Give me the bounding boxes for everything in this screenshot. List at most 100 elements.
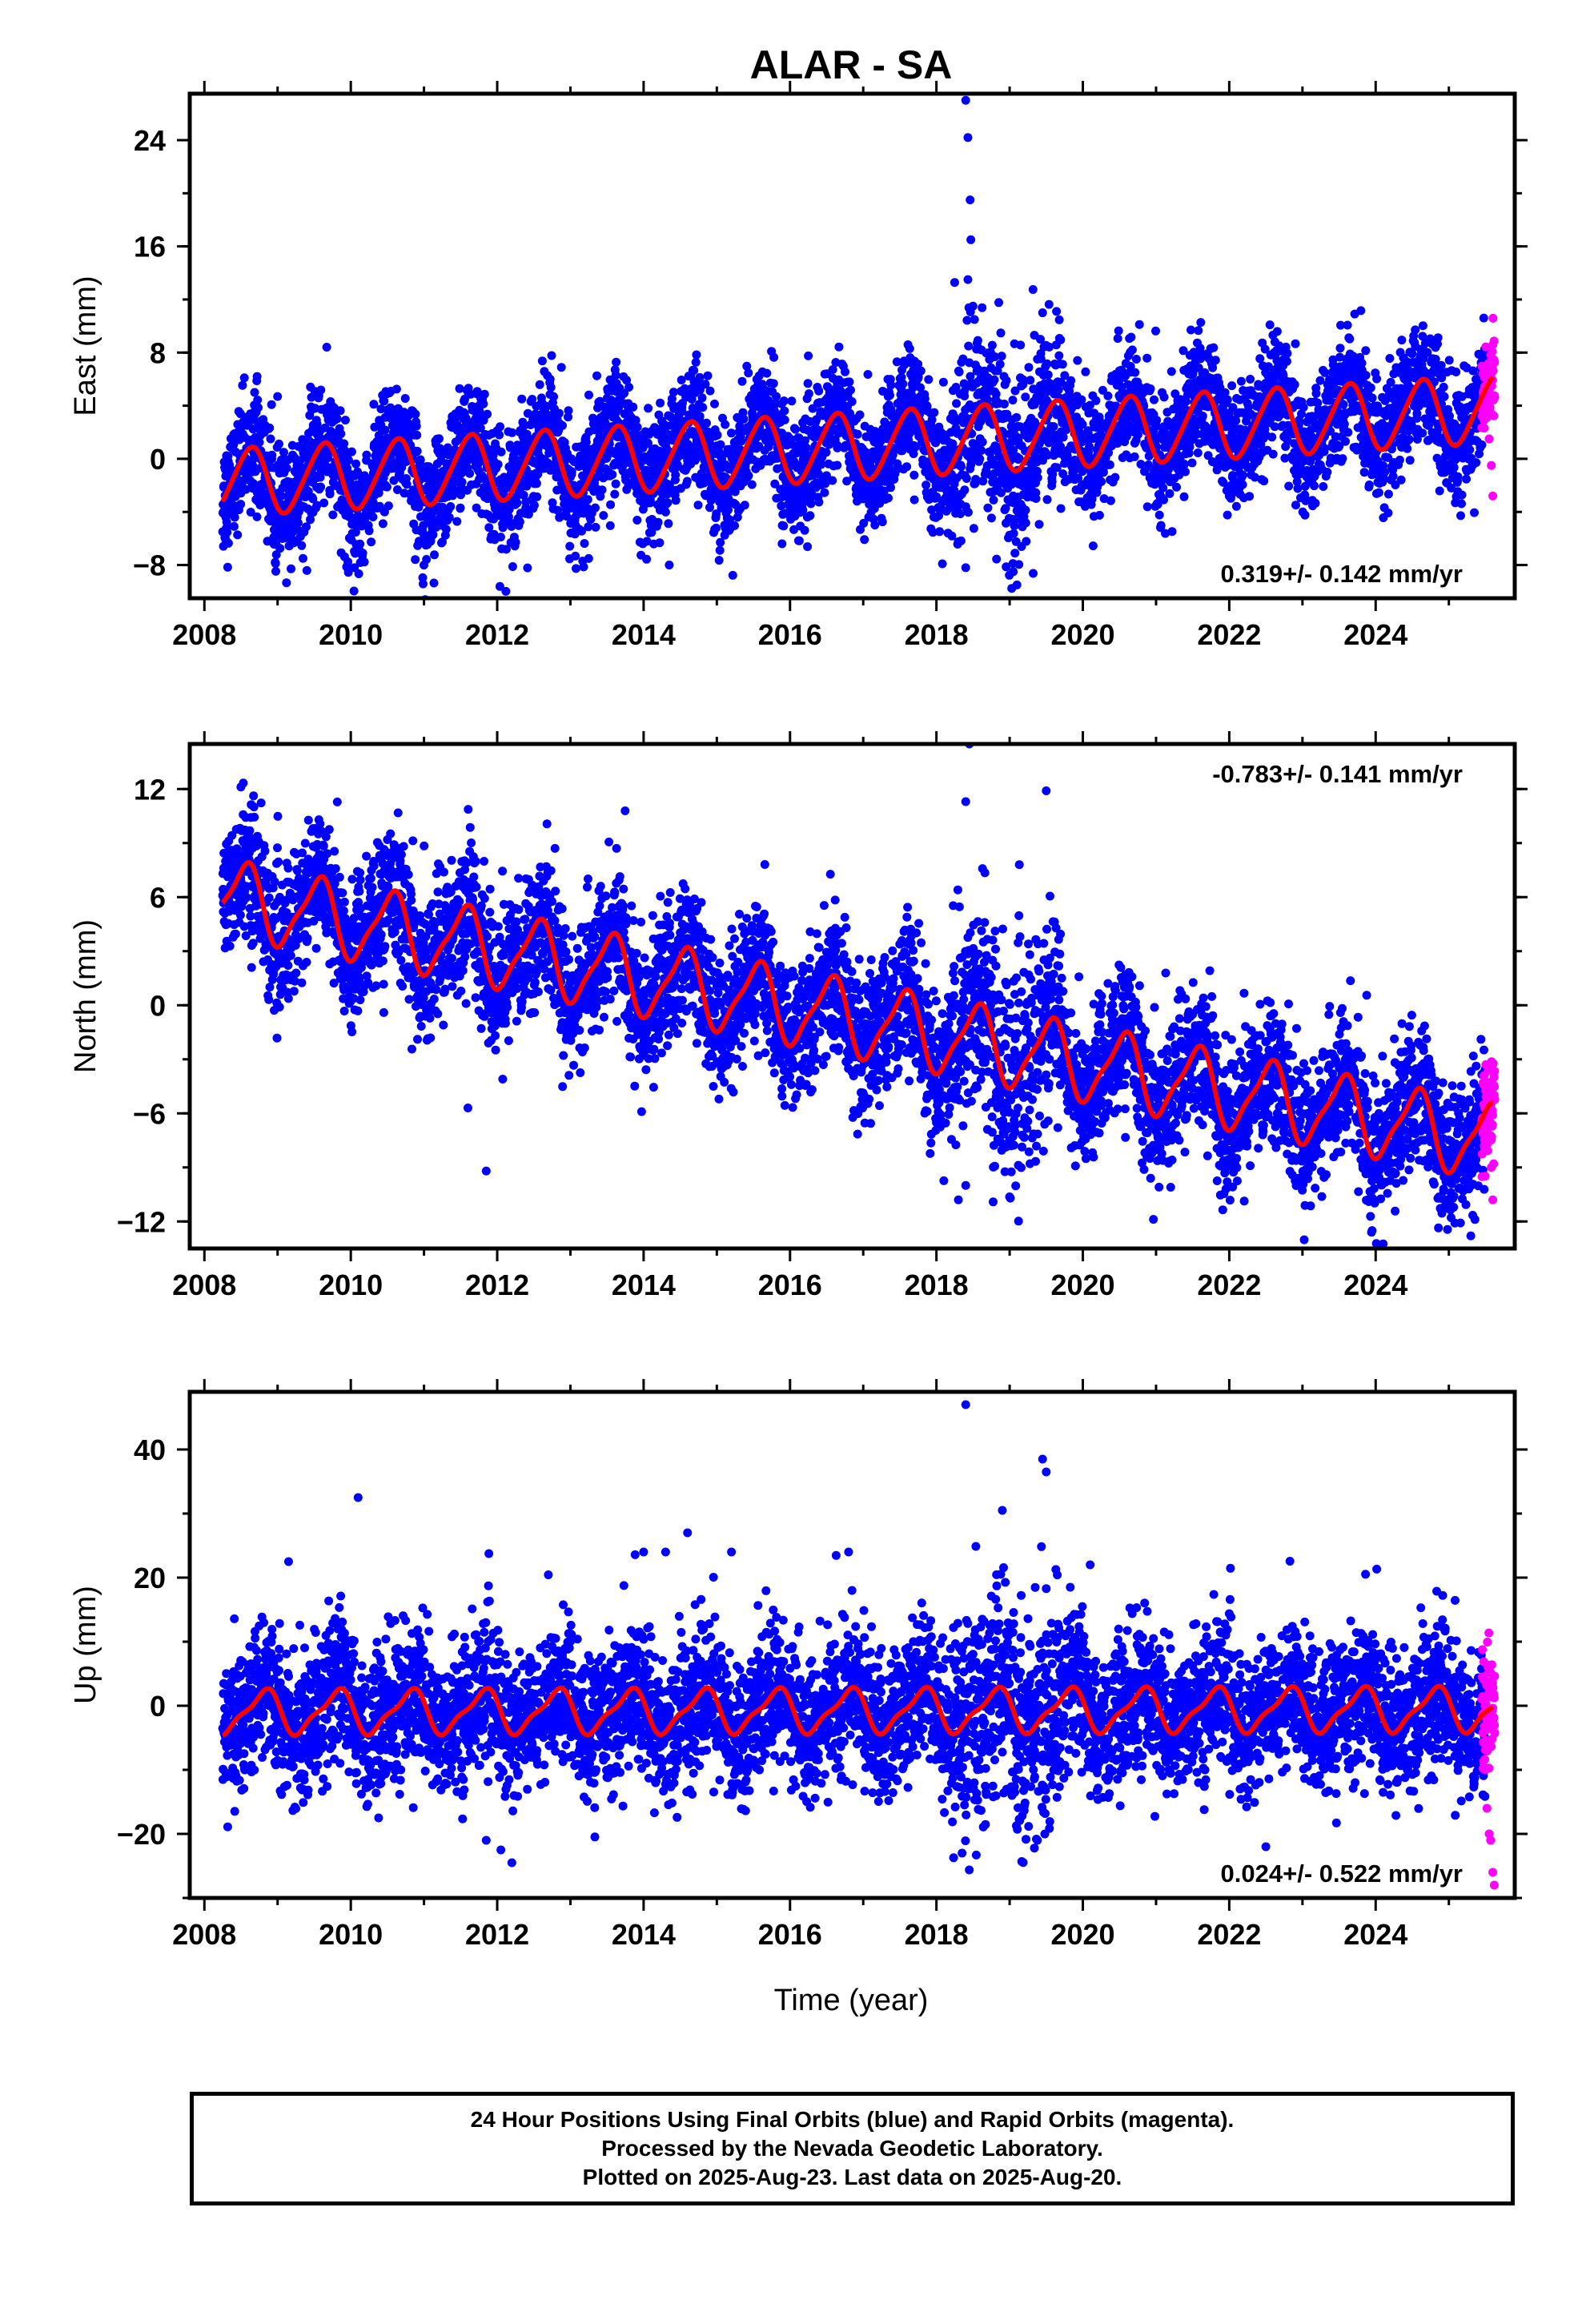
data-point bbox=[419, 579, 428, 589]
data-point bbox=[898, 379, 908, 388]
data-point bbox=[517, 394, 527, 404]
data-point bbox=[572, 564, 580, 573]
data-point bbox=[1024, 363, 1034, 372]
data-point bbox=[1014, 560, 1024, 569]
data-point bbox=[962, 316, 972, 325]
data-point bbox=[847, 397, 857, 406]
data-point bbox=[846, 385, 855, 395]
data-point bbox=[739, 414, 749, 424]
data-point bbox=[501, 586, 511, 596]
data-point bbox=[422, 555, 432, 564]
panel-east: 2008 2010 2012 2014 2016 2018 2020 2022 2024−808… bbox=[69, 81, 1528, 651]
data-point bbox=[622, 376, 632, 385]
data-point bbox=[358, 549, 367, 558]
panels: 2008 2010 2012 2014 2016 2018 2020 2022 2024−808… bbox=[69, 81, 1528, 1951]
data-point bbox=[230, 513, 239, 522]
data-point bbox=[703, 371, 713, 380]
data-point bbox=[1310, 481, 1319, 491]
data-point bbox=[1002, 376, 1011, 385]
data-point bbox=[537, 356, 547, 366]
data-point bbox=[779, 396, 789, 406]
data-point bbox=[1081, 367, 1090, 376]
data-point bbox=[624, 383, 634, 392]
data-point bbox=[1152, 416, 1162, 425]
data-point bbox=[328, 510, 338, 520]
data-point bbox=[682, 476, 692, 486]
data-point bbox=[1231, 501, 1241, 511]
data-point bbox=[1056, 335, 1066, 344]
data-point bbox=[1290, 380, 1299, 389]
data-point bbox=[1105, 460, 1114, 469]
data-point bbox=[308, 494, 318, 504]
data-point bbox=[1042, 495, 1052, 505]
data-point bbox=[362, 450, 371, 460]
data-point bbox=[564, 412, 572, 422]
data-point bbox=[938, 377, 948, 387]
data-point bbox=[744, 471, 753, 480]
data-point bbox=[319, 498, 329, 508]
data-point bbox=[1052, 307, 1062, 316]
data-point bbox=[1187, 458, 1197, 468]
data-point bbox=[306, 515, 315, 525]
data-point bbox=[532, 492, 542, 501]
data-point bbox=[579, 562, 588, 572]
data-point bbox=[267, 450, 277, 460]
data-point bbox=[322, 343, 331, 352]
data-point bbox=[239, 373, 249, 383]
data-point bbox=[412, 430, 422, 440]
data-point bbox=[769, 352, 779, 362]
data-point bbox=[416, 455, 425, 464]
data-point bbox=[814, 386, 824, 396]
data-point bbox=[279, 448, 288, 457]
data-point bbox=[989, 495, 998, 505]
data-point bbox=[975, 454, 985, 464]
data-point bbox=[611, 370, 620, 380]
data-point bbox=[429, 578, 439, 588]
data-point bbox=[355, 539, 365, 549]
data-point bbox=[508, 428, 517, 437]
data-point bbox=[628, 402, 638, 412]
data-point bbox=[960, 485, 970, 495]
data-point bbox=[556, 363, 566, 372]
data-point bbox=[992, 554, 1002, 564]
data-point bbox=[351, 528, 360, 537]
data-point bbox=[1097, 476, 1106, 486]
data-point bbox=[1272, 327, 1282, 336]
data-point bbox=[312, 501, 322, 510]
data-point bbox=[428, 530, 438, 540]
data-point bbox=[223, 538, 233, 548]
data-point bbox=[383, 501, 393, 511]
data-point bbox=[1130, 368, 1140, 377]
data-point bbox=[1265, 320, 1275, 330]
data-point bbox=[855, 410, 865, 420]
data-point bbox=[411, 555, 420, 565]
data-point bbox=[343, 464, 352, 472]
data-point bbox=[642, 554, 652, 564]
data-point bbox=[905, 344, 914, 353]
data-point bbox=[1283, 348, 1292, 358]
data-point bbox=[608, 470, 617, 480]
data-point bbox=[1211, 356, 1220, 365]
data-point bbox=[294, 518, 303, 528]
data-point bbox=[1054, 351, 1064, 360]
data-point bbox=[860, 535, 869, 545]
data-point bbox=[845, 377, 854, 387]
data-point bbox=[367, 537, 376, 547]
data-point bbox=[1223, 395, 1232, 404]
data-point bbox=[669, 388, 678, 397]
data-point bbox=[382, 482, 391, 492]
data-point bbox=[909, 495, 919, 505]
data-point bbox=[380, 425, 390, 435]
data-point bbox=[833, 460, 842, 470]
data-point bbox=[523, 563, 532, 573]
data-point bbox=[529, 501, 539, 510]
data-point bbox=[592, 371, 601, 380]
data-point bbox=[1134, 320, 1144, 329]
data-point bbox=[780, 415, 789, 424]
data-point bbox=[663, 498, 673, 508]
data-point bbox=[402, 480, 412, 489]
data-point bbox=[1000, 400, 1009, 408]
east-final-points bbox=[218, 95, 1490, 598]
data-point bbox=[1179, 492, 1189, 501]
data-point bbox=[1094, 510, 1104, 520]
